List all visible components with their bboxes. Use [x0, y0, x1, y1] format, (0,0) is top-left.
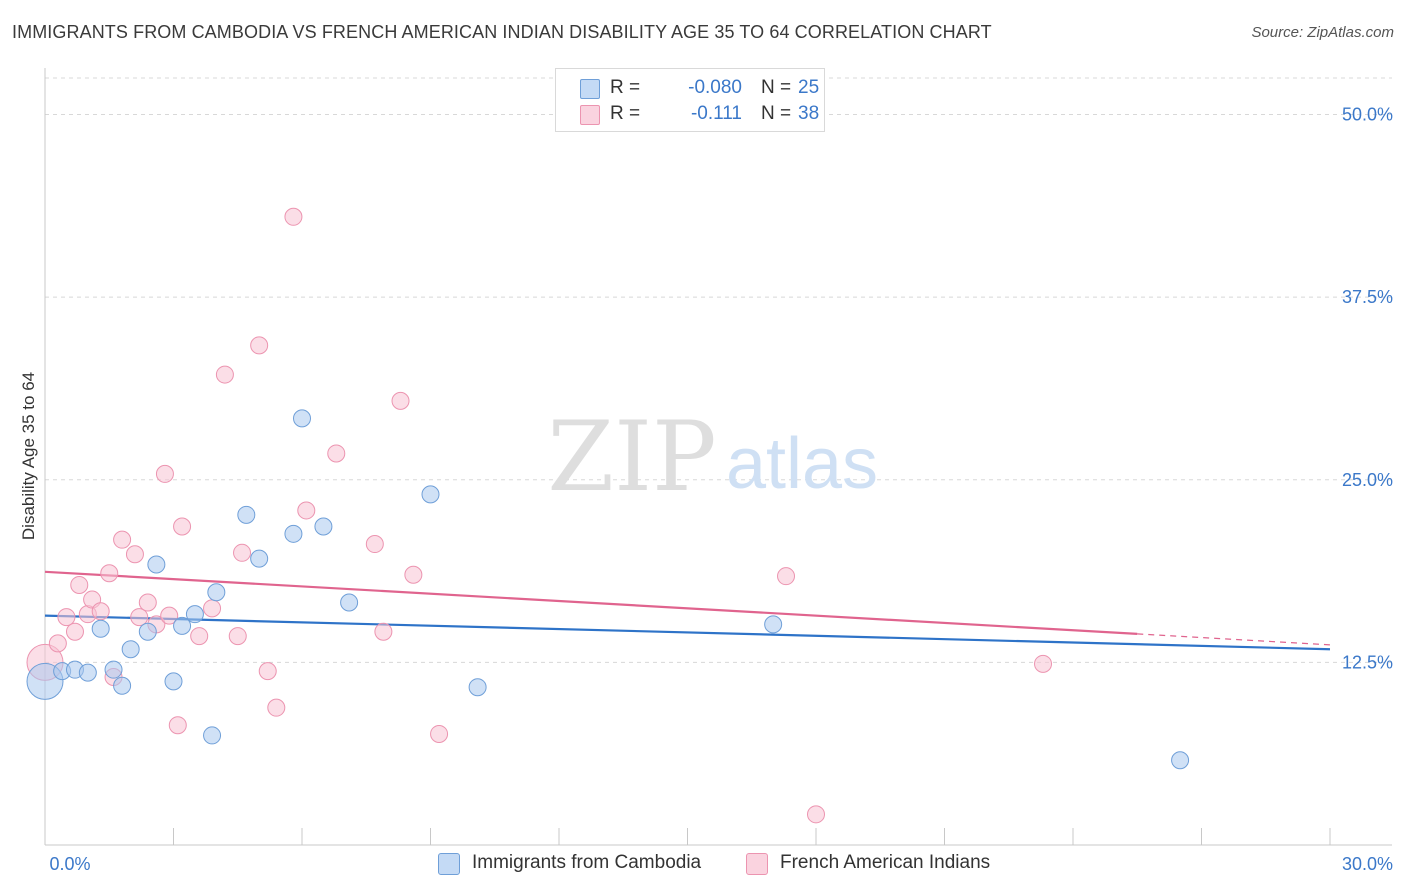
series-swatch-cambodia — [438, 853, 460, 875]
data-point — [138, 622, 157, 641]
data-point — [391, 391, 410, 410]
data-point — [147, 555, 166, 574]
x-tick-label-min: 0.0% — [49, 854, 90, 874]
data-point — [258, 662, 277, 681]
legend-n-value: 25 — [798, 77, 820, 98]
y-tick-labels: 12.5% 25.0% 37.5% 50.0% — [1342, 105, 1393, 673]
data-point — [130, 608, 149, 627]
legend-n-label: N = — [761, 77, 792, 98]
source-label: Source: ZipAtlas.com — [1251, 24, 1394, 41]
correlation-legend: R = -0.080 N = 25 R = -0.111 N = 38 — [555, 68, 825, 132]
data-point — [113, 676, 132, 695]
series-points-1 — [26, 207, 1053, 824]
data-point — [125, 545, 144, 564]
trend-lines — [44, 570, 1331, 651]
data-point — [764, 615, 783, 634]
x-tick-label-max: 30.0% — [1342, 854, 1393, 874]
series-swatch-french-american-indians — [746, 853, 768, 875]
data-point — [250, 549, 269, 568]
series-points-0 — [26, 409, 1190, 770]
y-tick-label: 25.0% — [1342, 470, 1393, 490]
data-point — [228, 627, 247, 646]
data-point — [203, 599, 222, 618]
data-point — [78, 663, 97, 682]
watermark-zip: ZIP — [547, 401, 716, 513]
data-point — [190, 627, 209, 646]
y-tick-label: 37.5% — [1342, 287, 1393, 307]
data-point — [297, 501, 316, 520]
data-point — [314, 517, 333, 536]
trend-line-0 — [44, 614, 1331, 651]
data-point — [57, 608, 76, 627]
data-point — [207, 583, 226, 602]
data-point — [1171, 751, 1190, 770]
data-point — [121, 640, 140, 659]
data-point — [113, 530, 132, 549]
legend-n-label: N = — [761, 103, 792, 124]
axes — [44, 68, 1392, 846]
data-point — [65, 622, 84, 641]
data-point — [70, 575, 89, 594]
watermark-atlas: atlas — [726, 424, 878, 504]
legend-r-label: R = — [610, 103, 641, 124]
data-point — [421, 485, 440, 504]
data-point — [777, 567, 796, 586]
data-point — [293, 409, 311, 428]
data-point — [100, 564, 119, 583]
data-point — [267, 698, 286, 717]
data-point — [327, 444, 346, 463]
legend-swatch-french-american-indians — [580, 105, 600, 125]
data-point — [104, 660, 123, 679]
data-point — [1034, 654, 1053, 673]
trend-line-extension-1 — [1137, 633, 1331, 646]
data-point — [168, 716, 187, 735]
legend-r-value: -0.080 — [688, 77, 742, 98]
data-point — [365, 535, 384, 554]
series-label-french-american-indians: French American Indians — [780, 852, 991, 873]
data-point — [233, 543, 252, 562]
y-tick-label: 50.0% — [1342, 105, 1393, 125]
data-point — [155, 464, 174, 483]
data-point — [160, 606, 179, 625]
series-label-cambodia: Immigrants from Cambodia — [472, 852, 702, 873]
data-point — [91, 619, 110, 638]
data-point — [173, 616, 192, 635]
data-point — [284, 524, 303, 543]
data-point — [340, 593, 359, 612]
legend-r-value: -0.111 — [690, 103, 742, 124]
y-axis-label: Disability Age 35 to 64 — [19, 372, 38, 540]
data-point — [374, 622, 393, 641]
data-point — [404, 565, 423, 584]
data-point — [250, 336, 269, 355]
data-point — [91, 602, 110, 621]
data-point — [237, 505, 256, 524]
data-point — [430, 724, 449, 743]
data-point — [215, 365, 234, 384]
data-point — [138, 593, 157, 612]
data-point — [468, 678, 487, 697]
legend-r-label: R = — [610, 77, 641, 98]
data-point — [185, 605, 204, 624]
legend-n-value: 38 — [798, 103, 820, 124]
trend-line-1 — [44, 570, 1138, 635]
data-points — [26, 207, 1190, 824]
data-point — [807, 805, 825, 824]
x-tick-labels: 0.0% 30.0% — [49, 854, 1393, 874]
data-point — [48, 634, 67, 653]
data-point — [164, 672, 183, 691]
gridlines — [45, 77, 1392, 663]
data-point — [203, 726, 222, 745]
legend-swatch-cambodia — [580, 79, 600, 99]
data-point — [284, 207, 303, 226]
y-tick-label: 12.5% — [1342, 652, 1393, 672]
chart-title: IMMIGRANTS FROM CAMBODIA VS FRENCH AMERI… — [12, 22, 992, 42]
data-point — [173, 517, 192, 536]
